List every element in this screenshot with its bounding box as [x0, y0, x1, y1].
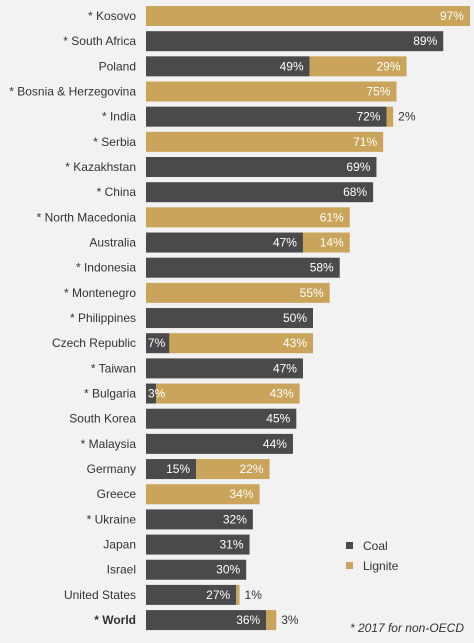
bar-lignite-greece — [146, 484, 260, 505]
bar-lignite-germany — [196, 459, 270, 480]
legend: Coal Lignite — [346, 539, 399, 573]
legend-label-lignite: Lignite — [363, 559, 399, 573]
value-label-coal-world: 36% — [236, 613, 260, 627]
value-label-coal-china: 68% — [343, 185, 367, 199]
category-label-greece: Greece — [97, 487, 137, 501]
bar-lignite-montenegro — [146, 282, 330, 303]
bar-coal-czech-republic — [146, 333, 170, 354]
value-label-lignite-serbia: 71% — [353, 135, 377, 149]
category-label-serbia: * Serbia — [93, 135, 136, 149]
bar-lignite-india — [386, 106, 394, 127]
value-label-coal-germany: 15% — [166, 462, 190, 476]
value-label-lignite-kosovo: 97% — [440, 9, 464, 23]
bar-coal-israel — [146, 559, 247, 580]
value-label-coal-israel: 30% — [216, 563, 240, 577]
category-label-malaysia: * Malaysia — [81, 437, 137, 451]
bar-lignite-serbia — [146, 131, 384, 152]
category-label-germany: Germany — [87, 462, 136, 476]
category-label-south-africa: * South Africa — [63, 34, 136, 48]
category-label-china: * China — [97, 185, 137, 199]
value-label-lignite-north-macedonia: 61% — [320, 210, 344, 224]
value-label-lignite-india: 2% — [398, 110, 416, 124]
bar-coal-germany — [146, 459, 197, 480]
category-label-kosovo: * Kosovo — [88, 9, 136, 23]
bar-coal-taiwan — [146, 358, 303, 379]
category-label-bosnia-herzegovina: * Bosnia & Herzegovina — [9, 85, 136, 99]
value-label-lignite-world: 3% — [281, 613, 299, 627]
category-label-indonesia: * Indonesia — [76, 261, 136, 275]
value-label-lignite-greece: 34% — [230, 487, 254, 501]
bar-coal-philippines — [146, 308, 313, 329]
value-label-coal-czech-republic: 7% — [148, 336, 166, 350]
category-label-czech-republic: Czech Republic — [52, 336, 136, 350]
value-label-coal-south-africa: 89% — [413, 34, 437, 48]
category-label-south-korea: South Korea — [69, 412, 136, 426]
value-label-lignite-bulgaria: 43% — [270, 387, 294, 401]
value-label-lignite-australia: 14% — [320, 236, 344, 250]
value-label-coal-kazakhstan: 69% — [346, 160, 370, 174]
legend-swatch-lignite — [346, 562, 353, 569]
bar-lignite-world — [266, 610, 277, 631]
value-label-coal-indonesia: 58% — [310, 261, 334, 275]
bar-lignite-czech-republic — [169, 333, 313, 354]
bar-lignite-australia — [302, 232, 350, 253]
category-label-ukraine: * Ukraine — [87, 512, 137, 526]
value-label-coal-australia: 47% — [273, 236, 297, 250]
category-label-united-states: United States — [64, 588, 136, 602]
category-label-philippines: * Philippines — [70, 311, 136, 325]
category-label-australia: Australia — [89, 236, 136, 250]
bar-coal-poland — [146, 56, 310, 77]
bar-coal-australia — [146, 232, 303, 253]
value-label-coal-malaysia: 44% — [263, 437, 287, 451]
bar-coal-china — [146, 182, 374, 203]
value-label-coal-united-states: 27% — [206, 588, 230, 602]
category-label-north-macedonia: * North Macedonia — [37, 210, 137, 224]
value-label-coal-bulgaria: 3% — [148, 387, 166, 401]
bar-coal-south-africa — [146, 31, 444, 52]
bar-coal-south-korea — [146, 408, 297, 429]
value-label-lignite-united-states: 1% — [245, 588, 263, 602]
bar-coal-malaysia — [146, 433, 293, 454]
value-label-coal-poland: 49% — [280, 59, 304, 73]
bar-lignite-north-macedonia — [146, 207, 350, 228]
legend-swatch-coal — [346, 542, 353, 549]
category-label-kazakhstan: * Kazakhstan — [65, 160, 136, 174]
bars-group: * Kosovo 97% * South Africa 89% Poland 49% 29%… — [9, 6, 470, 631]
category-label-india: * India — [102, 110, 136, 124]
bar-coal-united-states — [146, 584, 237, 605]
bar-coal-bulgaria — [146, 383, 157, 404]
value-label-coal-south-korea: 45% — [266, 412, 290, 426]
bar-lignite-kosovo — [146, 6, 470, 26]
category-label-world: * World — [94, 613, 136, 627]
value-label-coal-india: 72% — [356, 110, 380, 124]
category-label-japan: Japan — [103, 538, 136, 552]
bar-lignite-bulgaria — [156, 383, 300, 404]
value-label-lignite-bosnia-herzegovina: 75% — [366, 85, 390, 99]
category-label-poland: Poland — [99, 59, 136, 73]
bar-lignite-poland — [309, 56, 407, 77]
value-label-lignite-czech-republic: 43% — [283, 336, 307, 350]
bar-lignite-bosnia-herzegovina — [146, 81, 397, 102]
bar-coal-kazakhstan — [146, 157, 377, 178]
bar-coal-indonesia — [146, 257, 340, 278]
value-label-lignite-germany: 22% — [240, 462, 264, 476]
value-label-lignite-poland: 29% — [376, 59, 400, 73]
bar-lignite-united-states — [236, 584, 240, 605]
value-label-coal-philippines: 50% — [283, 311, 307, 325]
value-label-coal-taiwan: 47% — [273, 361, 297, 375]
bar-coal-ukraine — [146, 509, 253, 530]
category-label-taiwan: * Taiwan — [91, 361, 136, 375]
category-label-montenegro: * Montenegro — [64, 286, 136, 300]
value-label-coal-ukraine: 32% — [223, 512, 247, 526]
category-label-bulgaria: * Bulgaria — [84, 387, 136, 401]
bar-coal-world — [146, 610, 267, 631]
footnote: * 2017 for non-OECD — [349, 621, 464, 635]
category-label-israel: Israel — [107, 563, 136, 577]
value-label-lignite-montenegro: 55% — [300, 286, 324, 300]
bar-coal-india — [146, 106, 387, 127]
legend-label-coal: Coal — [363, 539, 388, 553]
value-label-coal-japan: 31% — [220, 538, 244, 552]
bar-coal-japan — [146, 534, 250, 555]
